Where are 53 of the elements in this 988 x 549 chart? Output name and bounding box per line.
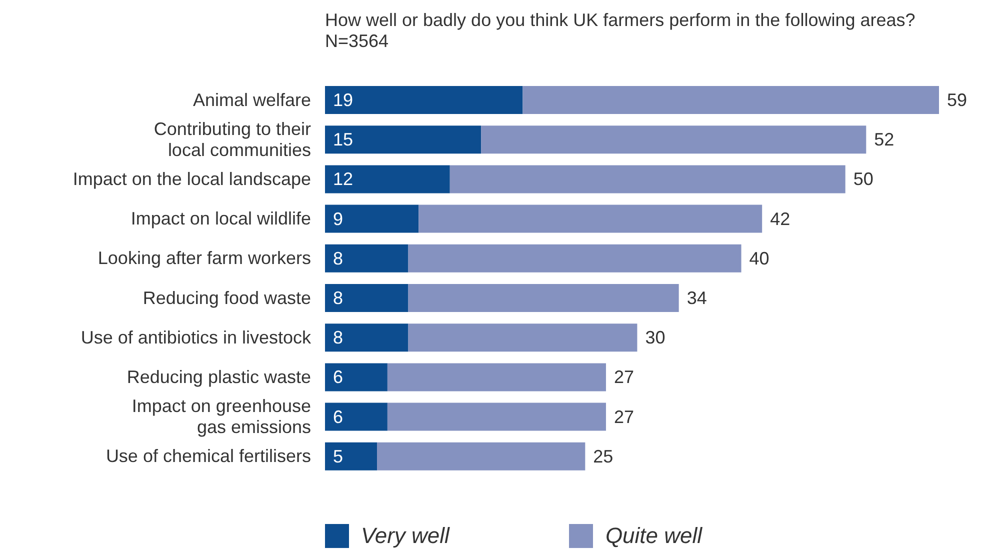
data-label: 12 (333, 169, 354, 190)
legend-label: Very well (361, 523, 450, 549)
data-label: 15 (333, 130, 354, 150)
chart-title: How well or badly do you think UK farmers perform in the following areas? N=3564 (325, 10, 916, 52)
bar (325, 126, 482, 154)
total-label: 25 (593, 446, 614, 466)
data-label: 8 (333, 248, 344, 268)
y-tick-label: Animal welfare (192, 90, 311, 110)
bar (325, 204, 419, 233)
data-label: 9 (333, 208, 344, 229)
y-tick-label: Use of chemical fertilisers (106, 446, 311, 466)
bar (408, 244, 742, 272)
total-label: 40 (749, 248, 770, 268)
y-tick-label: Reducing plastic waste (126, 367, 311, 387)
bar (377, 442, 586, 470)
total-label: 30 (645, 328, 666, 348)
bar (325, 402, 388, 431)
total-label: 42 (770, 208, 790, 229)
data-label: 19 (333, 90, 354, 110)
bar (408, 284, 679, 312)
y-tick-label: Impact on greenhouse gas emissions (132, 396, 311, 438)
total-label: 27 (614, 367, 634, 388)
bar (325, 165, 450, 194)
bar (325, 363, 388, 392)
data-label: 6 (333, 406, 344, 427)
bar (325, 244, 408, 272)
bar (325, 284, 408, 312)
bar (408, 324, 638, 352)
bar (522, 86, 939, 114)
y-tick-label: Impact on the local landscape (72, 169, 311, 189)
y-tick-label: Looking after farm workers (98, 248, 311, 268)
y-tick-label: Use of antibiotics in livestock (80, 327, 312, 348)
bar (387, 363, 606, 392)
legend-label: Quite well (605, 523, 702, 549)
total-label: 50 (853, 169, 874, 190)
y-tick-label: Contributing to their local communities (154, 118, 311, 160)
data-label: 6 (333, 367, 344, 388)
bar (325, 442, 378, 470)
data-label: 8 (333, 328, 344, 348)
y-tick-label: Reducing food waste (142, 288, 311, 308)
total-label: 34 (686, 288, 707, 308)
data-label: 8 (333, 288, 344, 308)
data-label: 5 (333, 446, 344, 466)
total-label: 59 (947, 90, 968, 110)
total-label: 27 (614, 406, 634, 427)
bar (387, 402, 606, 431)
bar (325, 86, 523, 114)
bar (450, 165, 846, 194)
total-label: 52 (874, 130, 894, 150)
bar (418, 204, 762, 233)
bar (481, 126, 866, 154)
bar (325, 324, 408, 352)
y-tick-label: Impact on local wildlife (130, 208, 311, 229)
